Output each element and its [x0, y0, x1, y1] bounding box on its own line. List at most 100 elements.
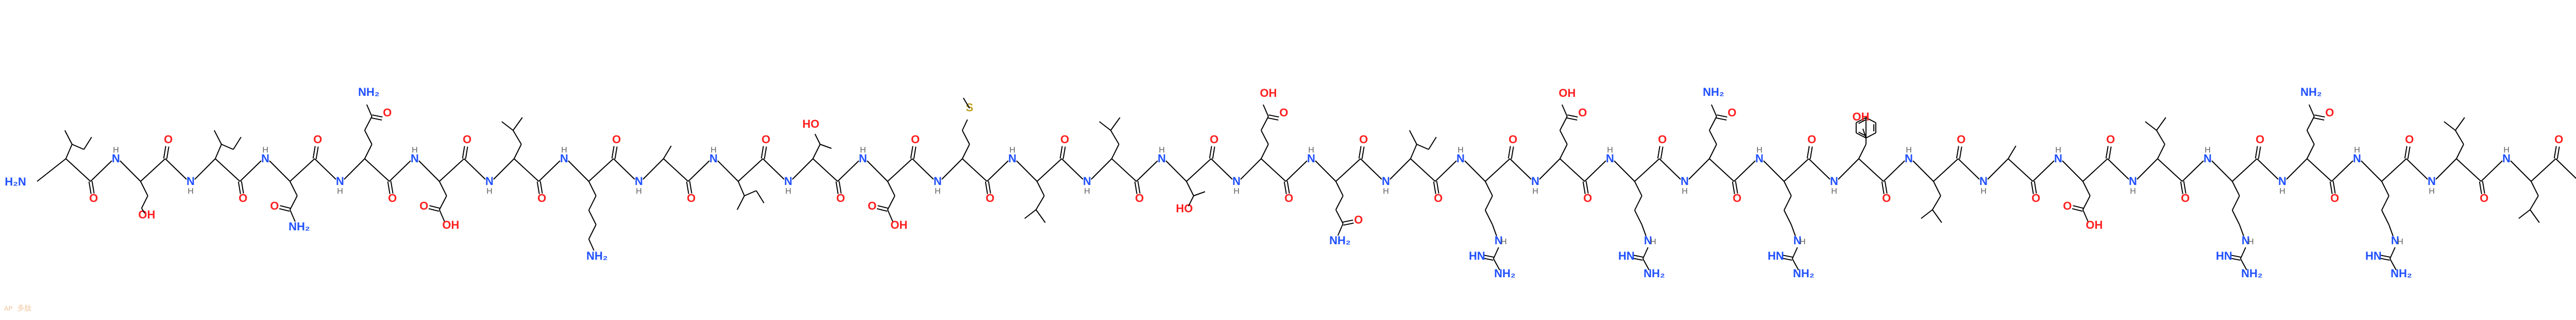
svg-text:NH₂: NH₂ [1793, 267, 1815, 280]
svg-text:O: O [2330, 192, 2339, 205]
svg-text:O: O [1060, 133, 1069, 146]
svg-text:OH: OH [2086, 218, 2103, 231]
svg-text:O: O [270, 199, 279, 212]
svg-text:NH₂: NH₂ [586, 249, 608, 262]
svg-text:N: N [1979, 175, 1988, 188]
svg-text:H: H [2503, 146, 2510, 155]
svg-text:H: H [785, 187, 791, 196]
svg-text:N: N [1382, 175, 1390, 188]
svg-text:H: H [2354, 146, 2360, 155]
svg-text:O: O [1583, 192, 1592, 205]
svg-text:N: N [485, 175, 494, 188]
svg-text:H: H [935, 187, 941, 196]
svg-text:H: H [710, 146, 717, 155]
svg-text:HN: HN [2216, 249, 2232, 262]
svg-text:O: O [2181, 192, 2190, 205]
svg-text:O: O [313, 133, 322, 146]
svg-text:H: H [486, 187, 493, 196]
svg-text:O: O [2256, 133, 2264, 146]
svg-text:H₂N: H₂N [5, 175, 26, 188]
svg-text:N: N [1083, 175, 1091, 188]
svg-text:NH₂: NH₂ [1494, 267, 1516, 280]
svg-text:HN: HN [1469, 249, 1485, 262]
svg-text:O: O [868, 199, 876, 212]
watermark-text: AP 多肽 [4, 303, 31, 313]
svg-text:HO: HO [1176, 202, 1193, 215]
svg-text:HN: HN [1768, 249, 1784, 262]
svg-text:HN: HN [1618, 249, 1635, 262]
svg-text:O: O [419, 199, 428, 212]
svg-text:O: O [1882, 192, 1891, 205]
svg-text:O: O [1135, 192, 1144, 205]
svg-text:O: O [383, 106, 392, 119]
svg-text:O: O [388, 192, 397, 205]
svg-text:O: O [89, 192, 98, 205]
svg-text:O: O [2405, 133, 2414, 146]
svg-text:O: O [1957, 133, 1965, 146]
svg-text:O: O [1354, 213, 1363, 226]
svg-text:H: H [1383, 187, 1389, 196]
svg-text:NH₂: NH₂ [358, 86, 380, 98]
svg-text:NH₂: NH₂ [1703, 86, 1724, 98]
svg-text:N: N [1681, 175, 1689, 188]
svg-text:OH: OH [890, 218, 907, 231]
svg-text:H: H [1682, 187, 1688, 196]
svg-text:H: H [113, 146, 119, 155]
svg-text:H: H [1980, 187, 1987, 196]
svg-text:O: O [612, 133, 621, 146]
svg-text:O: O [911, 133, 920, 146]
svg-text:H: H [1501, 238, 1507, 246]
peptide-svg: H₂NONHOOHNHONHOONH₂NHOONH₂NHOOOHNHONHONH… [0, 0, 2576, 317]
svg-text:O: O [1359, 133, 1368, 146]
svg-text:H: H [1308, 146, 1314, 155]
svg-text:H: H [2205, 146, 2211, 155]
svg-text:O: O [1210, 133, 1218, 146]
svg-text:NH₂: NH₂ [1329, 234, 1351, 247]
svg-text:H: H [337, 187, 343, 196]
svg-text:O: O [1578, 106, 1587, 119]
svg-text:O: O [1434, 192, 1443, 205]
svg-text:N: N [1830, 175, 1838, 188]
svg-text:N: N [2428, 175, 2436, 188]
svg-text:NH₂: NH₂ [289, 220, 310, 233]
svg-text:N: N [2129, 175, 2137, 188]
svg-text:O: O [687, 192, 696, 205]
svg-text:O: O [2554, 133, 2563, 146]
svg-text:O: O [986, 192, 994, 205]
svg-text:OH: OH [1852, 110, 1869, 123]
svg-text:H: H [1458, 146, 1464, 155]
svg-text:H: H [860, 146, 866, 155]
svg-text:O: O [2063, 199, 2072, 212]
svg-text:O: O [1284, 192, 1293, 205]
svg-text:O: O [2031, 192, 2040, 205]
svg-text:O: O [1658, 133, 1667, 146]
svg-text:H: H [1650, 238, 1656, 246]
svg-text:O: O [2325, 106, 2334, 119]
svg-text:H: H [561, 146, 567, 155]
svg-text:O: O [1509, 133, 1517, 146]
svg-text:N: N [1232, 175, 1241, 188]
svg-text:O: O [2106, 133, 2115, 146]
svg-text:O: O [1733, 192, 1741, 205]
svg-text:H: H [2429, 187, 2435, 196]
svg-text:H: H [1084, 187, 1090, 196]
svg-text:N: N [934, 175, 942, 188]
svg-text:N: N [784, 175, 792, 188]
svg-text:N: N [336, 175, 344, 188]
svg-text:O: O [1727, 106, 1736, 119]
svg-text:H: H [412, 146, 418, 155]
svg-text:O: O [164, 133, 173, 146]
svg-text:H: H [1233, 187, 1240, 196]
svg-text:H: H [2055, 146, 2061, 155]
svg-text:OH: OH [1558, 87, 1575, 99]
svg-text:H: H [1607, 146, 1613, 155]
svg-text:O: O [2480, 192, 2488, 205]
svg-text:H: H [2279, 187, 2285, 196]
svg-text:H: H [1906, 146, 1912, 155]
peptide-structure-container: H₂NONHOOHNHONHOONH₂NHOONH₂NHOOOHNHONHONH… [0, 0, 2576, 317]
svg-text:OH: OH [442, 218, 459, 231]
svg-text:NH₂: NH₂ [2391, 267, 2412, 280]
svg-text:H: H [1009, 146, 1015, 155]
svg-text:H: H [188, 187, 194, 196]
svg-text:NH₂: NH₂ [1643, 267, 1665, 280]
